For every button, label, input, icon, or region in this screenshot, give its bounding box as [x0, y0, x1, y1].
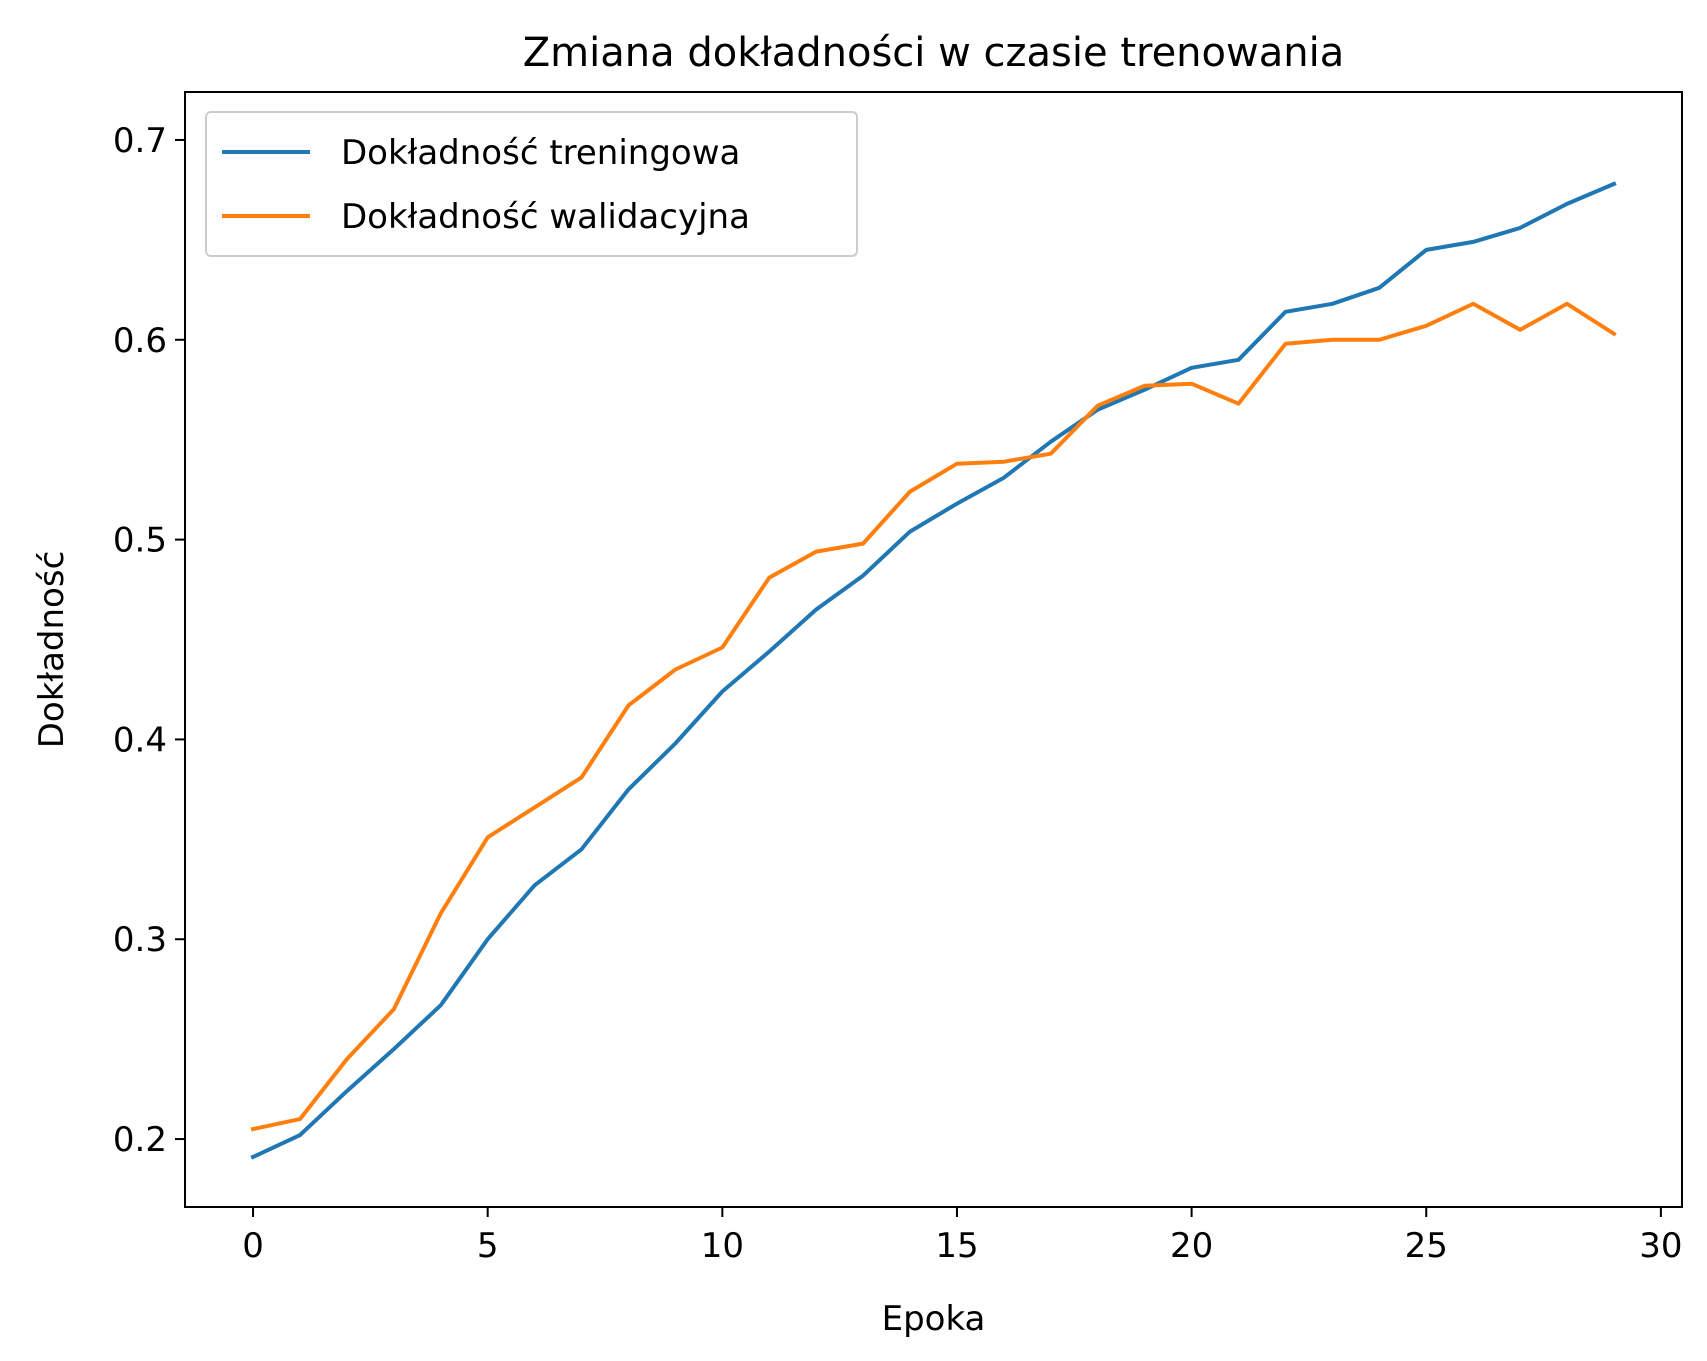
y-tick-label: 0.2 — [113, 1120, 167, 1160]
legend-label-2: Dokładność walidacyjna — [341, 197, 750, 237]
legend-label-1: Dokładność treningowa — [341, 133, 740, 173]
x-tick-label: 10 — [701, 1226, 744, 1266]
series-line-1 — [250, 181, 1617, 1160]
chart-title: Zmiana dokładności w czasie trenowania — [523, 30, 1344, 76]
series-line-2 — [250, 301, 1617, 1132]
x-tick-label: 20 — [1170, 1226, 1213, 1266]
plot-frame — [184, 91, 1683, 1208]
series-lines — [250, 181, 1617, 1160]
y-axis-ticks: 0.2 0.3 0.4 0.5 0.6 0.7 — [113, 121, 185, 1160]
y-tick-label: 0.7 — [113, 121, 167, 161]
legend-box — [205, 111, 858, 257]
y-tick-label: 0.4 — [113, 720, 167, 760]
x-tick-label: 15 — [935, 1226, 978, 1266]
y-tick-label: 0.5 — [113, 521, 167, 561]
y-tick-label: 0.6 — [113, 321, 167, 361]
x-axis-title: Epoka — [882, 1299, 986, 1339]
y-tick-label: 0.3 — [113, 920, 167, 960]
y-axis-title: Dokładność — [32, 551, 72, 749]
legend: Dokładność treningowa Dokładność walidacy… — [205, 111, 858, 257]
x-tick-label: 5 — [477, 1226, 499, 1266]
x-tick-label: 0 — [242, 1226, 264, 1266]
x-axis-ticks: 0 5 10 15 20 25 30 — [242, 1207, 1683, 1266]
x-tick-label: 30 — [1639, 1226, 1682, 1266]
x-tick-label: 25 — [1405, 1226, 1448, 1266]
